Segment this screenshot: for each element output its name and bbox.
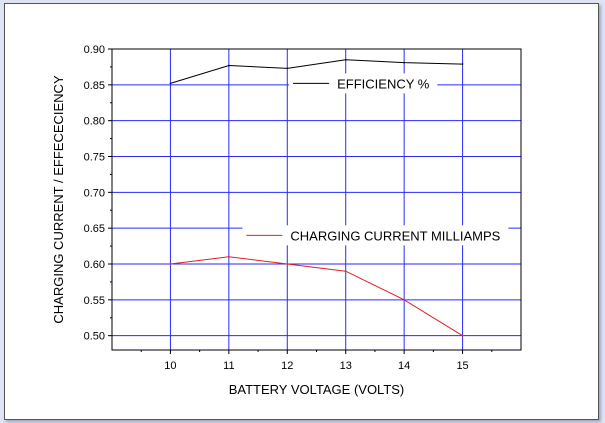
data-point: [403, 61, 405, 64]
data-point: [461, 334, 464, 337]
axis-ticks: 0.50 0.55 0.60 0.65 0.70 0.75 0.80 0.85 0.90 10 11…: [84, 44, 493, 372]
x-tick-label: 11: [223, 360, 234, 372]
y-tick-label: 0.75: [84, 152, 105, 164]
legend-label: EFFICIENCY %: [337, 76, 430, 91]
series-line-1: [170, 59, 463, 84]
y-tick-label: 0.85: [84, 80, 105, 92]
data-point: [286, 67, 289, 70]
plot-border: [111, 48, 522, 351]
series-lines: [169, 58, 464, 337]
y-tick-label: 0.55: [84, 295, 105, 307]
y-tick-label: 0.80: [84, 116, 105, 128]
chart-frame: 0.50 0.55 0.60 0.65 0.70 0.75 0.80 0.85 0.90 10 11…: [4, 3, 599, 420]
data-point: [169, 263, 172, 265]
x-tick-label: 13: [340, 360, 352, 372]
y-tick-label: 0.70: [84, 187, 105, 199]
x-axis-label: BATTERY VOLTAGE (VOLTS): [229, 382, 405, 397]
y-tick-label: 0.65: [84, 223, 105, 235]
legend-label: CHARGING CURRENT MILLIAMPS: [290, 228, 500, 243]
x-tick-label: 10: [164, 360, 176, 372]
y-tick-label: 0.50: [84, 331, 105, 343]
y-tick-label: 0.90: [84, 44, 105, 56]
data-point: [461, 63, 464, 65]
data-point: [403, 299, 405, 301]
data-point: [344, 58, 347, 61]
legend: EFFICIENCY % CHARGING CURRENT MILLIAMPS: [242, 73, 509, 246]
grid: [112, 48, 521, 350]
x-tick-label: 12: [281, 360, 293, 372]
x-tick-label: 15: [456, 360, 468, 372]
data-point: [286, 263, 289, 265]
data-point: [169, 82, 172, 85]
plot-area-border: [111, 48, 522, 351]
data-point: [344, 270, 347, 272]
data-point: [228, 256, 230, 258]
y-axis-label: CHARGING CURRENT / EFFECECIENCY: [51, 75, 66, 324]
data-point: [228, 64, 230, 67]
y-tick-label: 0.60: [84, 259, 105, 271]
legend-box: [242, 225, 509, 246]
legend-box: [289, 73, 438, 94]
x-tick-label: 14: [398, 360, 410, 372]
line-chart: 0.50 0.55 0.60 0.65 0.70 0.75 0.80 0.85 0.90 10 11…: [51, 44, 522, 397]
series-line-2: [170, 256, 463, 337]
